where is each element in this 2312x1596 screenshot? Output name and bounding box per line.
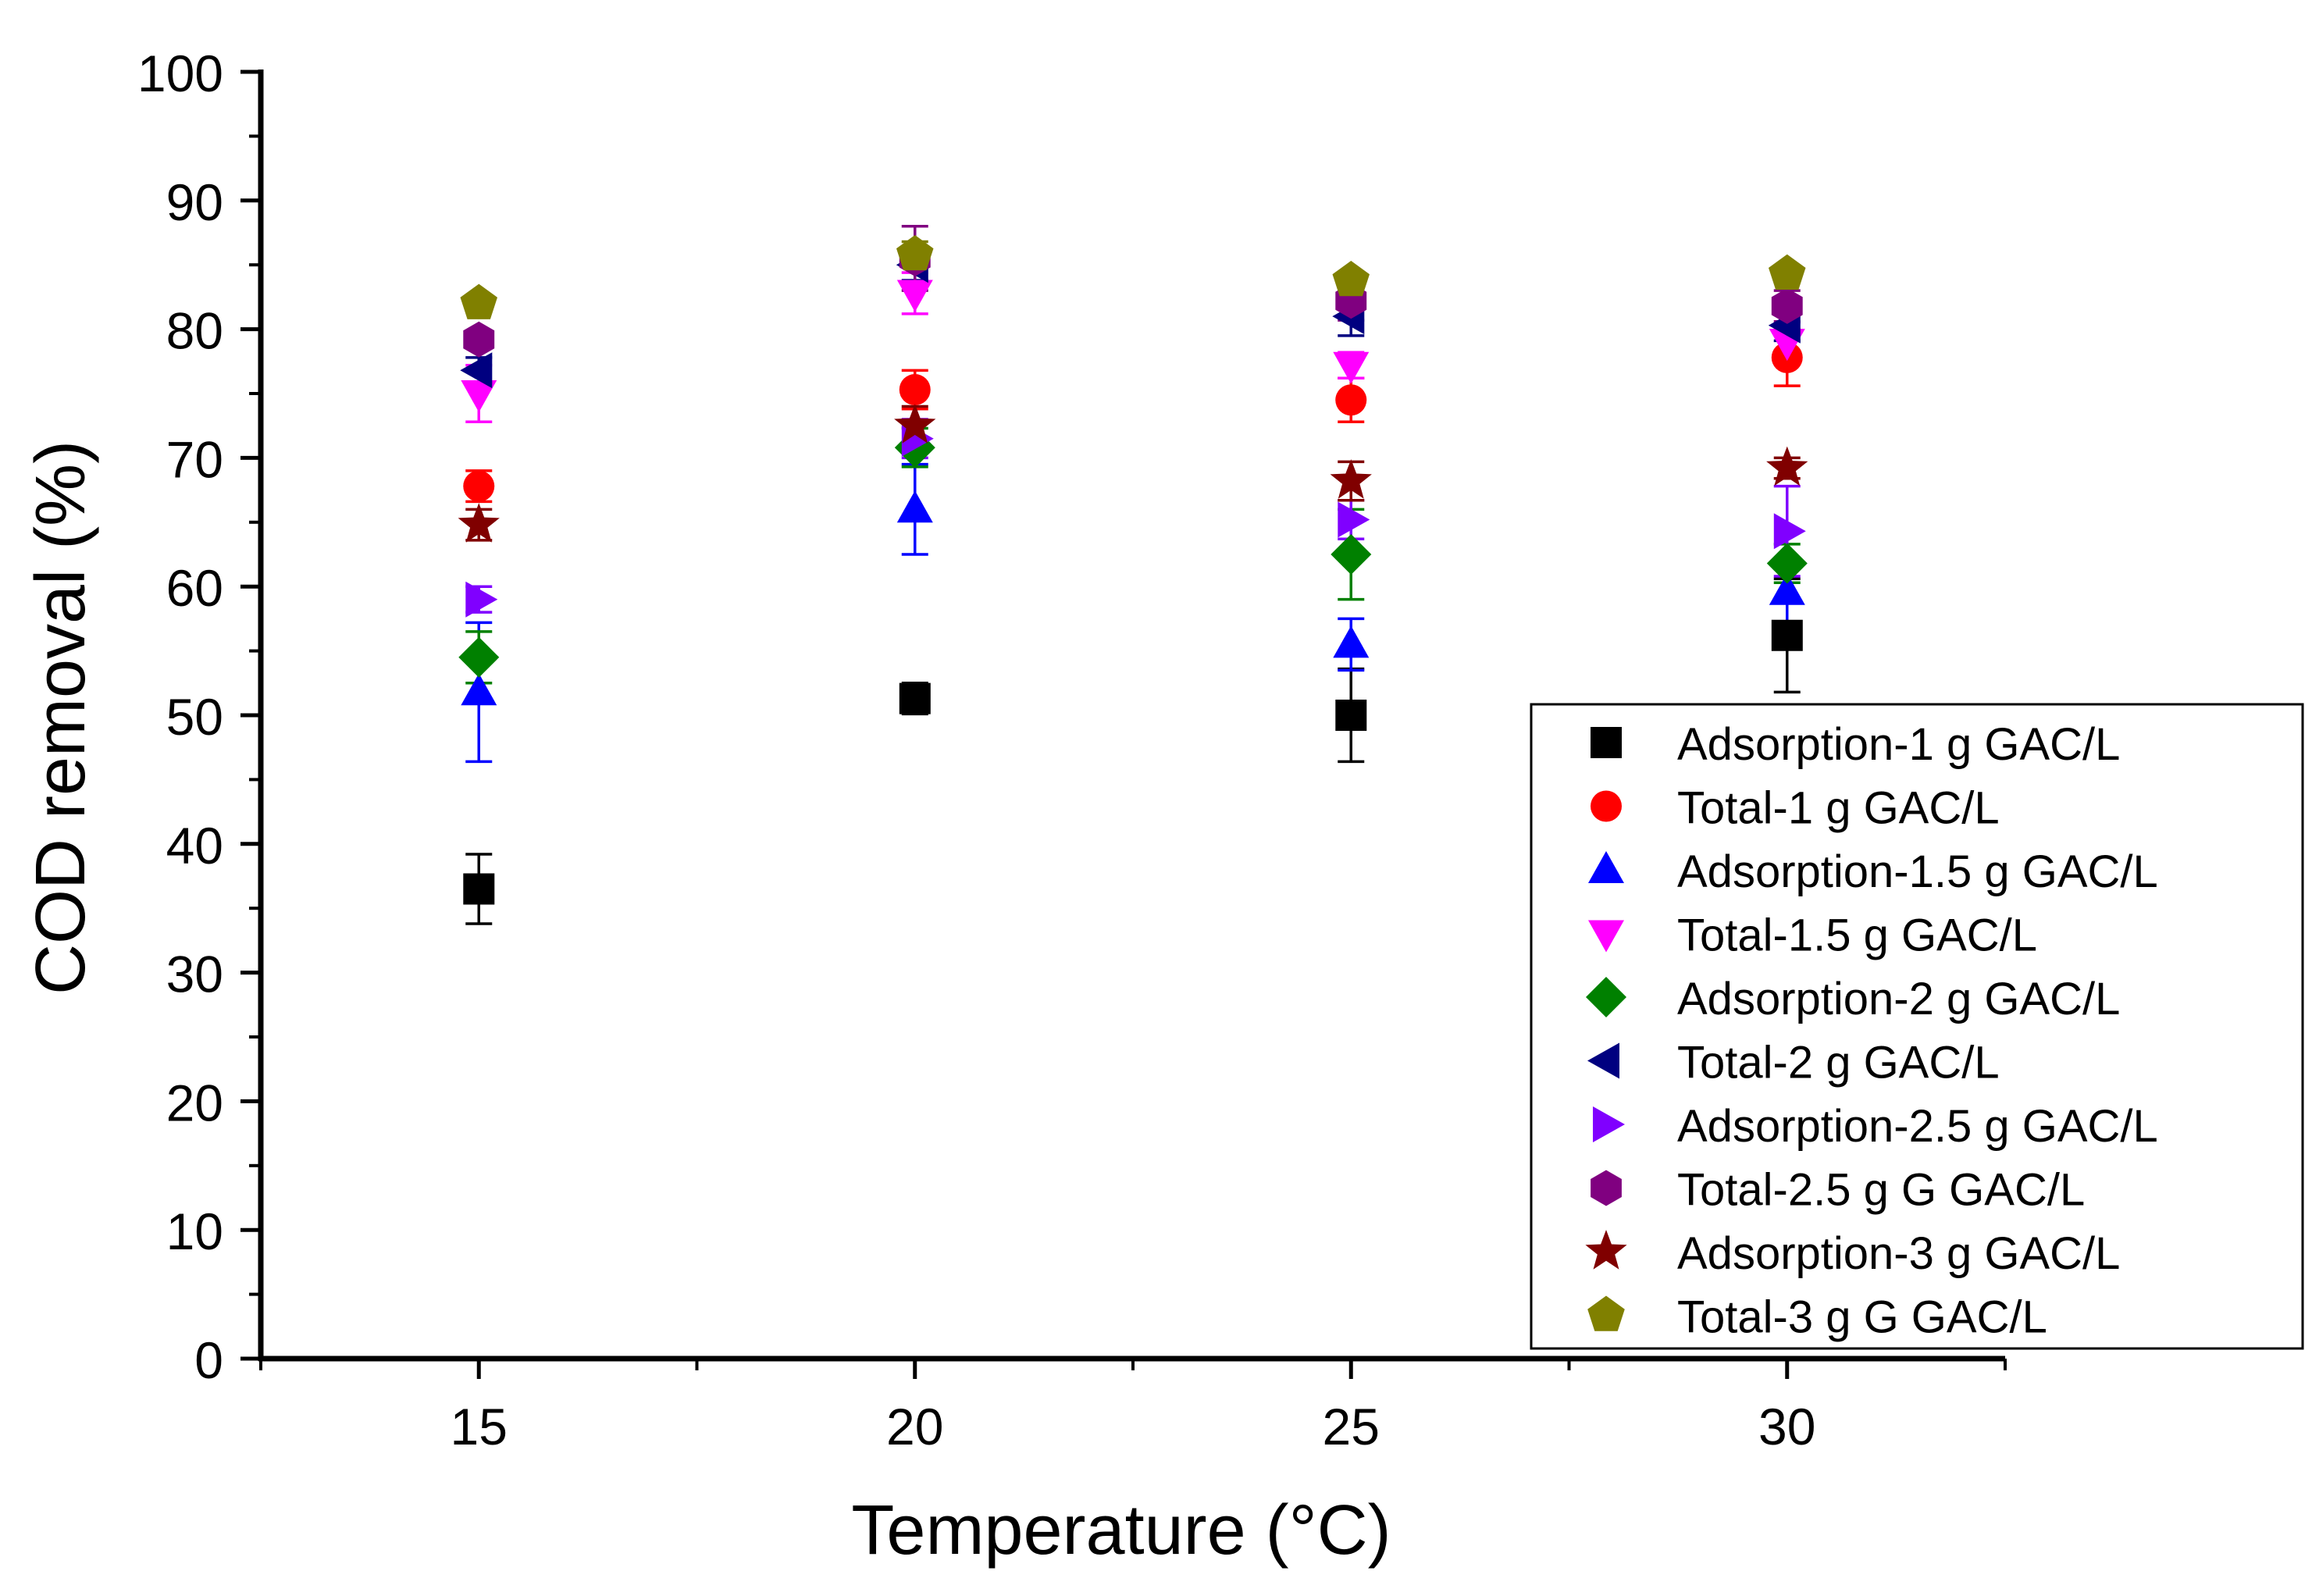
data-point bbox=[899, 374, 931, 406]
data-point bbox=[1771, 287, 1803, 324]
y-tick-label: 60 bbox=[166, 559, 223, 617]
y-axis-title: COD removal (%) bbox=[22, 440, 100, 995]
legend-item: Total-3 g G GAC/L bbox=[1587, 1292, 2047, 1343]
legend-item: Adsorption-3 g GAC/L bbox=[1585, 1228, 2120, 1279]
legend-marker bbox=[1588, 851, 1624, 883]
data-point bbox=[1335, 700, 1367, 731]
data-point bbox=[896, 280, 933, 312]
x-axis-title: Temperature (°C) bbox=[851, 1491, 1391, 1569]
legend: Adsorption-1 g GAC/L Total-1 g GAC/L Adsor… bbox=[1530, 703, 2304, 1350]
y-tick-label: 0 bbox=[194, 1331, 223, 1389]
data-point bbox=[1338, 501, 1370, 538]
legend-marker bbox=[1587, 1295, 1625, 1331]
legend-label: Total-3 g G GAC/L bbox=[1677, 1292, 2047, 1343]
y-tick-label: 20 bbox=[166, 1074, 223, 1131]
data-point bbox=[1769, 254, 1806, 290]
y-tick-label: 80 bbox=[166, 302, 223, 360]
legend-item: Total-2.5 g G GAC/L bbox=[1591, 1165, 2085, 1216]
data-point bbox=[461, 380, 497, 412]
legend-item: Adsorption-1.5 g GAC/L bbox=[1588, 846, 2158, 897]
data-point bbox=[1335, 384, 1367, 416]
legend-item: Total-2 g GAC/L bbox=[1587, 1038, 2000, 1088]
legend-label: Adsorption-3 g GAC/L bbox=[1677, 1228, 2120, 1279]
legend-box bbox=[1530, 703, 2304, 1350]
data-point bbox=[1769, 572, 1805, 605]
x-tick-label: 25 bbox=[1323, 1398, 1380, 1455]
legend-item: Total-1 g GAC/L bbox=[1591, 783, 2000, 834]
data-point bbox=[458, 636, 500, 678]
x-tick-label: 30 bbox=[1758, 1398, 1815, 1455]
data-point bbox=[1766, 446, 1808, 486]
data-point bbox=[460, 352, 493, 389]
legend-label: Adsorption-2.5 g GAC/L bbox=[1677, 1101, 2158, 1152]
data-point bbox=[1330, 459, 1372, 499]
legend-marker bbox=[1588, 920, 1624, 953]
legend-label: Total-1.5 g GAC/L bbox=[1677, 910, 2037, 961]
legend-item: Adsorption-2 g GAC/L bbox=[1586, 974, 2120, 1024]
legend-marker bbox=[1587, 1042, 1619, 1079]
legend-label: Adsorption-2 g GAC/L bbox=[1677, 974, 2120, 1024]
data-point bbox=[899, 682, 931, 714]
y-tick-label: 30 bbox=[166, 946, 223, 1003]
data-point bbox=[1333, 625, 1370, 658]
x-tick-label: 15 bbox=[451, 1398, 508, 1455]
legend-marker bbox=[1591, 1170, 1622, 1206]
data-point bbox=[458, 503, 500, 543]
y-tick-label: 50 bbox=[166, 688, 223, 746]
legend-label: Total-2 g GAC/L bbox=[1677, 1038, 2000, 1088]
data-point bbox=[463, 470, 495, 502]
data-point bbox=[463, 873, 495, 905]
data-point bbox=[1333, 351, 1370, 384]
data-point bbox=[894, 404, 936, 444]
y-tick-label: 100 bbox=[137, 45, 223, 102]
axes: 0 10 20 30 40 50 60 70 80 90 100 15 20 25 30 bbox=[137, 45, 2007, 1455]
legend-item: Adsorption-2.5 g GAC/L bbox=[1593, 1101, 2158, 1152]
x-tick-label: 20 bbox=[886, 1398, 943, 1455]
legend-label: Total-1 g GAC/L bbox=[1677, 783, 2000, 834]
data-point bbox=[1332, 261, 1370, 297]
data-point bbox=[465, 581, 498, 618]
legend-label: Adsorption-1.5 g GAC/L bbox=[1677, 846, 2158, 897]
y-tick-label: 70 bbox=[166, 430, 223, 488]
y-tick-label: 40 bbox=[166, 817, 223, 875]
data-point bbox=[460, 283, 497, 319]
y-tick-label: 90 bbox=[166, 173, 223, 231]
legend-marker bbox=[1591, 790, 1622, 822]
legend-marker bbox=[1591, 727, 1622, 758]
data-point bbox=[896, 235, 934, 271]
legend-marker bbox=[1586, 977, 1626, 1017]
data-point bbox=[1773, 513, 1806, 550]
legend-item: Adsorption-1 g GAC/L bbox=[1591, 719, 2120, 770]
legend-label: Adsorption-1 g GAC/L bbox=[1677, 719, 2120, 770]
y-tick-label: 10 bbox=[166, 1202, 223, 1260]
legend-item: Total-1.5 g GAC/L bbox=[1588, 910, 2037, 961]
legend-marker bbox=[1585, 1230, 1627, 1270]
legend-label: Total-2.5 g G GAC/L bbox=[1677, 1165, 2085, 1216]
data-point bbox=[1331, 534, 1372, 575]
data-point bbox=[1771, 619, 1803, 651]
data-point bbox=[461, 673, 497, 706]
data-point bbox=[896, 490, 933, 523]
data-points bbox=[458, 235, 1808, 905]
legend-marker bbox=[1593, 1106, 1625, 1142]
data-point bbox=[1766, 543, 1808, 584]
data-point bbox=[463, 321, 495, 358]
